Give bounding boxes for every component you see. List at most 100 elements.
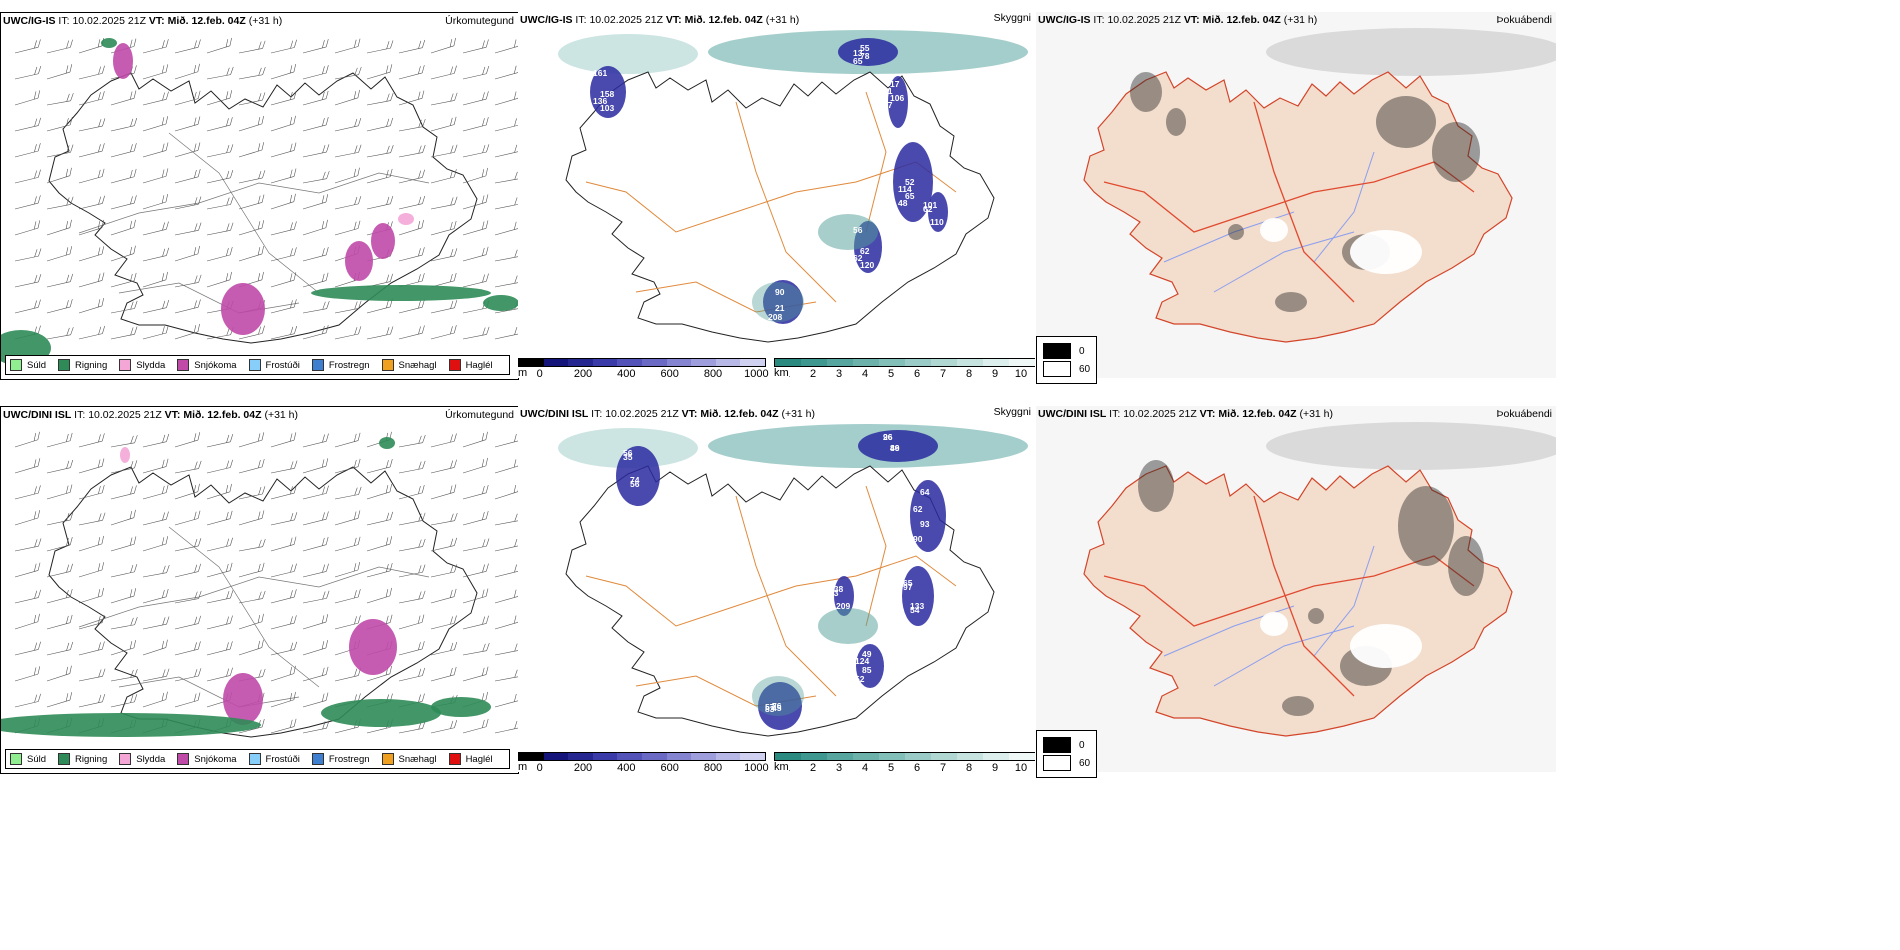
ceiling-height-label: 67 — [883, 100, 893, 110]
wind-barb-flag — [422, 325, 425, 334]
wind-barb-flag — [290, 616, 293, 625]
legend-label: Frostúði — [265, 753, 300, 765]
wind-barb-flag — [133, 639, 136, 648]
wind-barb — [110, 90, 137, 106]
wind-barb-flag — [262, 668, 266, 677]
wind-barb-flag — [325, 39, 329, 47]
wind-barb-flag — [293, 221, 297, 230]
wind-barb-flag — [482, 118, 485, 127]
wind-barb-flag — [293, 691, 296, 700]
wind-barb-flag — [102, 668, 106, 677]
legend-swatch — [58, 753, 71, 765]
wind-barb-flag — [293, 536, 297, 545]
wind-barb — [334, 38, 361, 54]
wind-barb-flag — [101, 298, 105, 307]
wind-barb-flag — [34, 144, 37, 153]
wind-barb — [270, 432, 297, 448]
wind-barb-flag — [293, 142, 297, 151]
wind-barb-staff — [270, 467, 295, 474]
wind-barb — [174, 563, 201, 578]
wind-barb-staff — [14, 621, 38, 630]
wind-barb-flag — [65, 65, 69, 74]
wind-barb-staff — [174, 71, 198, 80]
wind-barb-staff — [398, 306, 423, 314]
wind-barb-flag — [454, 300, 458, 308]
wind-barb-flag — [513, 589, 517, 598]
wind-barb — [238, 325, 265, 340]
colorbar-cell — [592, 359, 618, 366]
wind-barb-flag — [165, 116, 169, 125]
wind-barb-flag — [354, 67, 358, 76]
wind-barb — [46, 117, 73, 132]
wind-barb-flag — [386, 118, 390, 127]
wind-barb-flag — [130, 118, 134, 127]
ceiling-height-label: 57 — [765, 702, 775, 712]
wind-barb — [206, 66, 234, 80]
wind-barb — [174, 641, 201, 656]
wind-barb-flag — [485, 666, 489, 675]
visibility-panel-bottom: UWC/DINI ISL IT: 10.02.2025 21Z VT: Mið.… — [518, 406, 1035, 772]
wind-barb — [142, 142, 169, 158]
wind-barb — [206, 90, 233, 106]
wind-barb — [366, 511, 394, 526]
wind-barb — [78, 668, 106, 682]
wind-barb-staff — [398, 675, 423, 682]
wind-barb-flag — [38, 538, 42, 547]
wind-barb — [270, 485, 297, 500]
wind-barb-staff — [462, 623, 487, 630]
wind-barb-staff — [430, 255, 455, 262]
wind-barb-flag — [514, 197, 518, 206]
wind-barb-flag — [358, 486, 362, 495]
wind-barb — [46, 512, 74, 526]
wind-barb-flag — [261, 613, 264, 622]
wind-barb — [110, 564, 138, 578]
wind-barb — [270, 536, 297, 552]
wind-barb-flag — [66, 40, 69, 49]
wind-barb — [430, 169, 457, 184]
wind-barb — [398, 299, 425, 314]
wind-barb-flag — [354, 668, 358, 677]
wind-barb — [302, 536, 329, 552]
wind-barb-staff — [430, 467, 455, 474]
wind-barb-flag — [453, 37, 456, 46]
wind-barb-flag — [161, 485, 165, 494]
wind-barb-flag — [353, 168, 356, 177]
wind-barb-flag — [258, 539, 262, 548]
wind-barb — [494, 513, 518, 526]
wind-barb-staff — [398, 571, 423, 578]
wind-barb-flag — [450, 197, 454, 206]
wind-barb-flag — [421, 247, 425, 256]
wind-barb-flag — [226, 591, 230, 599]
wind-barb-staff — [270, 333, 295, 340]
wind-barb-staff — [462, 124, 487, 132]
colorbar-strip — [518, 358, 766, 367]
wind-barb-staff — [14, 255, 39, 262]
wind-barb-flag — [293, 193, 296, 202]
wind-barb-flag — [98, 615, 101, 624]
wind-barb-flag — [485, 718, 489, 727]
wind-barb-flag — [262, 325, 265, 334]
wind-barb-staff — [46, 699, 71, 708]
wind-barb-flag — [322, 118, 325, 127]
wind-barb-flag — [133, 90, 137, 99]
wind-barb-flag — [101, 91, 105, 100]
wind-barb-flag — [258, 171, 262, 179]
wind-barb-flag — [514, 433, 517, 442]
wind-barb-flag — [166, 247, 169, 256]
wind-barb-flag — [33, 563, 37, 572]
wind-barb — [46, 459, 74, 474]
wind-barb — [14, 693, 41, 708]
colorbar-ticks: 12345678910 — [774, 367, 1035, 378]
precip-map — [1, 37, 518, 366]
wind-barb-flag — [161, 459, 165, 468]
wind-barb-staff — [78, 203, 103, 210]
wind-barb-flag — [34, 66, 38, 75]
fog-legend-swatch — [1043, 737, 1071, 753]
colorbar-cell — [879, 753, 905, 760]
wind-barb-flag — [229, 483, 232, 492]
wind-barb-staff — [14, 570, 39, 578]
ceiling-height-label: 43 — [829, 588, 839, 598]
wind-barb-staff — [206, 467, 231, 474]
wind-barb-flag — [450, 300, 454, 309]
ceiling-height-label: 138 — [829, 584, 843, 594]
